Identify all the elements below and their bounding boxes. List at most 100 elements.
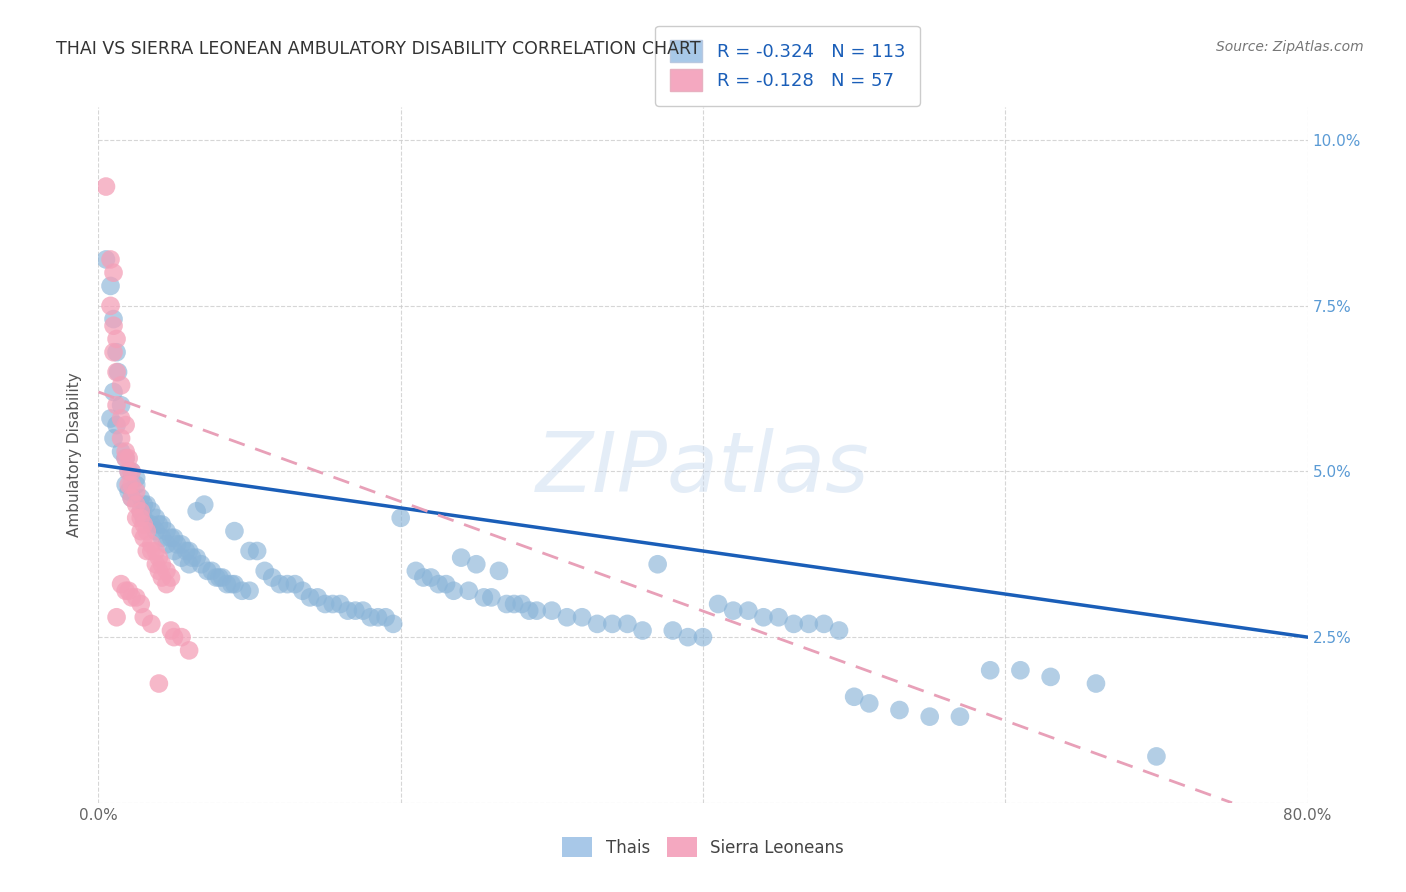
Point [737, 604, 759, 618]
Point [105, 345, 128, 359]
Point [239, 583, 262, 598]
Point [190, 558, 212, 572]
Point [170, 630, 193, 644]
Point [374, 610, 396, 624]
Point [221, 577, 243, 591]
Point [129, 597, 152, 611]
Point [918, 709, 941, 723]
Point [647, 558, 669, 572]
Point [132, 517, 155, 532]
Point [129, 491, 152, 505]
Point [103, 266, 125, 280]
Point [367, 610, 389, 624]
Point [125, 591, 148, 605]
Point [195, 564, 218, 578]
Point [100, 252, 122, 267]
Point [457, 583, 479, 598]
Point [94, 179, 117, 194]
Point [322, 597, 344, 611]
Point [118, 465, 141, 479]
Point [360, 610, 382, 624]
Point [443, 583, 465, 598]
Point [949, 709, 972, 723]
Point [555, 610, 578, 624]
Legend: Thais, Sierra Leoneans: Thais, Sierra Leoneans [555, 830, 851, 864]
Point [121, 477, 143, 491]
Point [145, 511, 167, 525]
Point [179, 544, 201, 558]
Point [107, 365, 129, 379]
Point [114, 451, 136, 466]
Point [105, 365, 128, 379]
Point [145, 544, 167, 558]
Point [488, 564, 510, 578]
Point [141, 544, 163, 558]
Point [135, 544, 157, 558]
Point [797, 616, 820, 631]
Point [420, 570, 443, 584]
Point [100, 279, 122, 293]
Point [141, 504, 163, 518]
Point [224, 577, 246, 591]
Point [132, 511, 155, 525]
Point [768, 610, 790, 624]
Point [465, 558, 488, 572]
Point [828, 624, 851, 638]
Point [979, 663, 1001, 677]
Point [103, 312, 125, 326]
Point [434, 577, 457, 591]
Point [503, 597, 526, 611]
Point [114, 444, 136, 458]
Point [160, 531, 183, 545]
Point [186, 504, 208, 518]
Point [148, 550, 170, 565]
Point [118, 477, 141, 491]
Point [174, 544, 197, 558]
Point [110, 577, 132, 591]
Point [179, 558, 201, 572]
Point [314, 597, 336, 611]
Point [540, 604, 562, 618]
Point [121, 491, 143, 505]
Point [160, 624, 183, 638]
Text: Source: ZipAtlas.com: Source: ZipAtlas.com [1216, 40, 1364, 54]
Point [208, 570, 231, 584]
Point [170, 537, 193, 551]
Point [336, 604, 359, 618]
Point [382, 616, 405, 631]
Point [495, 597, 517, 611]
Point [150, 531, 173, 545]
Point [129, 511, 152, 525]
Point [155, 577, 177, 591]
Point [1010, 663, 1032, 677]
Point [103, 345, 125, 359]
Point [707, 597, 730, 611]
Point [858, 697, 880, 711]
Point [135, 524, 157, 538]
Point [121, 591, 143, 605]
Point [121, 491, 143, 505]
Point [231, 583, 253, 598]
Point [129, 524, 152, 538]
Point [110, 431, 132, 445]
Point [307, 591, 329, 605]
Point [105, 398, 128, 412]
Point [205, 570, 228, 584]
Point [125, 484, 148, 499]
Point [269, 577, 291, 591]
Point [132, 610, 155, 624]
Y-axis label: Ambulatory Disability: Ambulatory Disability [67, 373, 83, 537]
Point [118, 465, 141, 479]
Point [661, 624, 683, 638]
Point [752, 610, 775, 624]
Point [155, 537, 177, 551]
Point [125, 498, 148, 512]
Point [132, 498, 155, 512]
Point [148, 517, 170, 532]
Point [329, 597, 352, 611]
Point [284, 577, 307, 591]
Point [526, 604, 548, 618]
Point [105, 418, 128, 433]
Point [586, 616, 609, 631]
Point [150, 558, 173, 572]
